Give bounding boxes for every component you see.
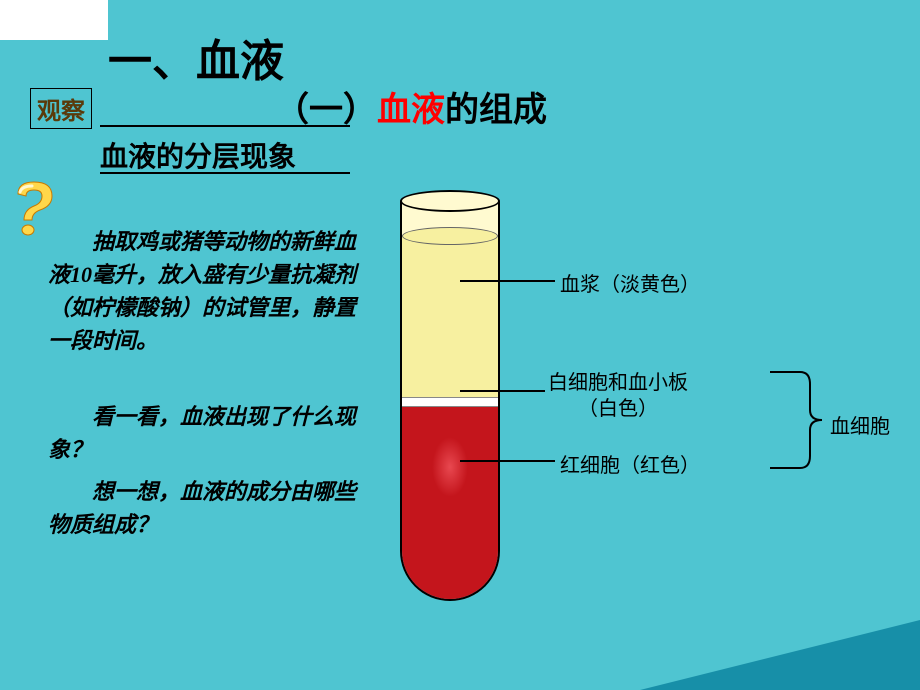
label-line-plasma <box>460 280 555 282</box>
label-red: 红细胞（红色） <box>560 449 700 478</box>
tube-red-highlight <box>432 437 468 497</box>
tube-body <box>400 201 500 601</box>
observe-box: 观察 <box>30 88 92 129</box>
subtitle: （一）血液的组成 <box>275 82 547 131</box>
subtitle-paren: （一） <box>275 92 377 129</box>
paragraph-3: 想一想，血液的成分由哪些物质组成？ <box>48 475 358 541</box>
label-white-line2: （白色） <box>578 398 658 420</box>
sub-header: 血液的分层现象 <box>100 135 296 175</box>
label-line-red <box>460 460 555 462</box>
tube-layer-white <box>402 397 498 407</box>
test-tube <box>400 190 500 630</box>
paragraph-1: 抽取鸡或猪等动物的新鲜血液10毫升，放入盛有少量抗凝剂（如柠檬酸钠）的试管里，静… <box>48 225 358 357</box>
bracket-icon <box>770 370 826 470</box>
tube-layer-red <box>402 407 498 601</box>
tube-liquid-surface <box>402 227 498 245</box>
divider-line-bottom <box>100 172 350 174</box>
subtitle-red: 血液 <box>377 92 445 129</box>
main-title: 一、血液 <box>108 25 284 89</box>
tube-rim <box>400 190 500 212</box>
label-line-white <box>460 390 545 392</box>
label-group: 血细胞 <box>830 410 890 439</box>
paragraph-2: 看一看，血液出现了什么现象？ <box>48 400 358 466</box>
label-white-line1: 白细胞和血小板 <box>548 372 688 394</box>
label-white: 白细胞和血小板 （白色） <box>548 370 688 422</box>
divider-line-top <box>100 125 350 127</box>
white-corner-box <box>0 0 108 40</box>
tube-layer-plasma <box>402 237 498 397</box>
subtitle-rest: 的组成 <box>445 92 547 129</box>
label-plasma: 血浆（淡黄色） <box>560 268 700 297</box>
background-triangle <box>640 620 920 690</box>
